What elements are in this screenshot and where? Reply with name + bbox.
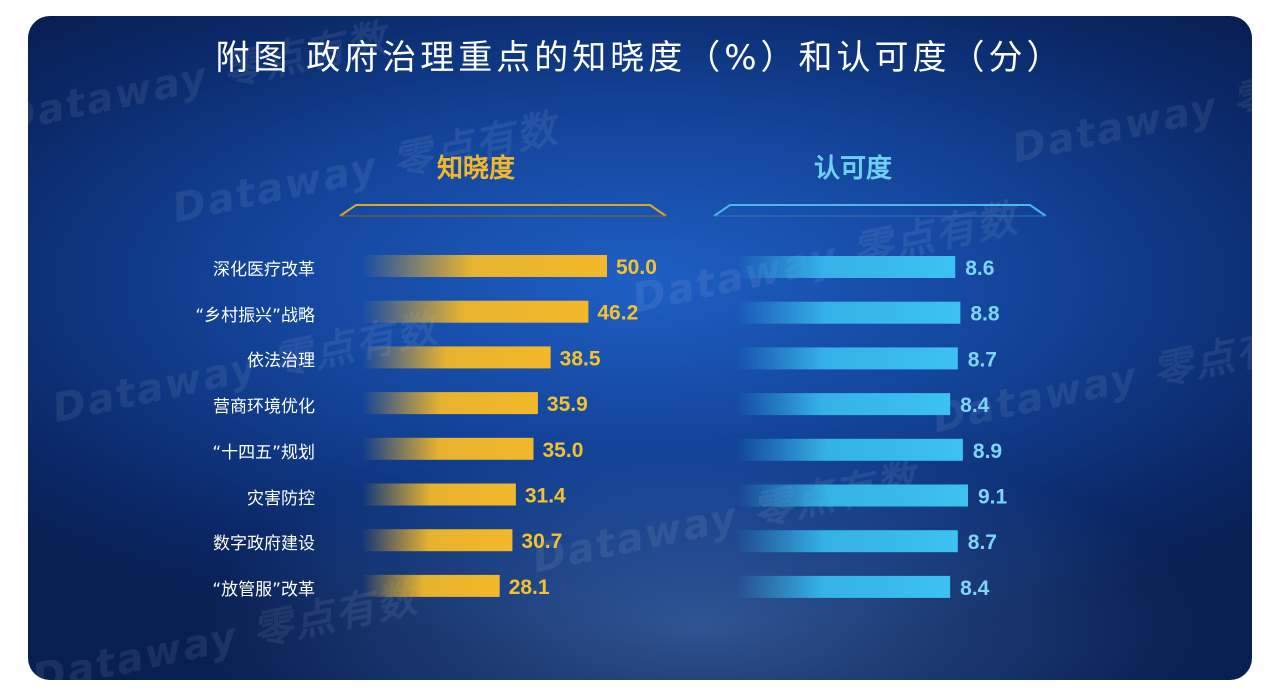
recognition-bar <box>736 301 961 324</box>
category-label: “放管服”改革 <box>212 579 315 600</box>
recognition-value-label: 8.7 <box>968 348 997 371</box>
chart-title: 附图 政府治理重点的知晓度（%）和认可度（分） <box>215 38 1065 78</box>
awareness-value-label: 50.0 <box>616 256 657 279</box>
recognition-bar <box>736 530 958 553</box>
awareness-header-underline <box>339 204 667 217</box>
recognition-header-underline <box>713 204 1047 217</box>
recognition-bar <box>736 393 951 416</box>
recognition-bar <box>736 575 951 598</box>
category-label: 营商环境优化 <box>213 397 315 418</box>
awareness-value-label: 35.9 <box>547 393 588 416</box>
recognition-bar <box>736 256 956 278</box>
awareness-bar <box>362 255 607 277</box>
awareness-header: 知晓度 <box>436 154 515 184</box>
category-label: 依法治理 <box>247 351 315 372</box>
category-label: 灾害防控 <box>247 488 315 509</box>
recognition-bar <box>736 484 968 507</box>
awareness-value-label: 35.0 <box>543 439 584 462</box>
recognition-value-label: 8.7 <box>968 531 997 554</box>
awareness-value-label: 46.2 <box>597 302 638 325</box>
awareness-bar <box>362 529 513 552</box>
awareness-bar <box>362 483 516 506</box>
recognition-value-label: 8.8 <box>970 303 1000 326</box>
awareness-bar <box>362 346 551 369</box>
category-label: “乡村振兴”战略 <box>195 305 315 326</box>
recognition-bar <box>736 438 963 461</box>
awareness-value-label: 31.4 <box>525 485 566 508</box>
recognition-value-label: 8.6 <box>965 257 994 280</box>
recognition-value-label: 8.4 <box>960 577 990 600</box>
chart-panel: Dataway 零点有数 Dataway 零点有数 Dataway 零点有数 D… <box>28 16 1252 680</box>
awareness-bar <box>362 300 589 323</box>
awareness-value-label: 38.5 <box>560 347 601 370</box>
recognition-header: 认可度 <box>813 154 892 184</box>
recognition-value-label: 9.1 <box>978 486 1008 509</box>
category-label: “十四五”规划 <box>212 442 315 463</box>
awareness-value-label: 30.7 <box>521 530 562 553</box>
category-label: 数字政府建设 <box>213 534 315 555</box>
recognition-bar <box>736 347 958 370</box>
awareness-value-label: 28.1 <box>509 576 550 599</box>
recognition-value-label: 8.4 <box>960 394 990 417</box>
awareness-bar <box>362 437 534 460</box>
awareness-bar <box>362 392 538 415</box>
category-label: 深化医疗改革 <box>213 260 315 280</box>
recognition-value-label: 8.9 <box>973 440 1002 463</box>
awareness-bar <box>362 574 500 597</box>
